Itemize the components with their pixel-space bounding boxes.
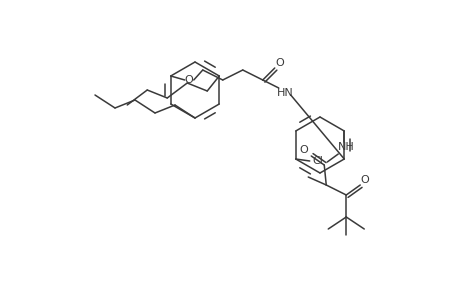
Text: HN: HN: [276, 88, 292, 98]
Text: O: O: [184, 75, 193, 85]
Text: O: O: [275, 58, 284, 68]
Text: O: O: [299, 145, 308, 155]
Text: Cl: Cl: [312, 156, 323, 166]
Text: O: O: [360, 175, 369, 185]
Text: NH: NH: [337, 142, 354, 152]
